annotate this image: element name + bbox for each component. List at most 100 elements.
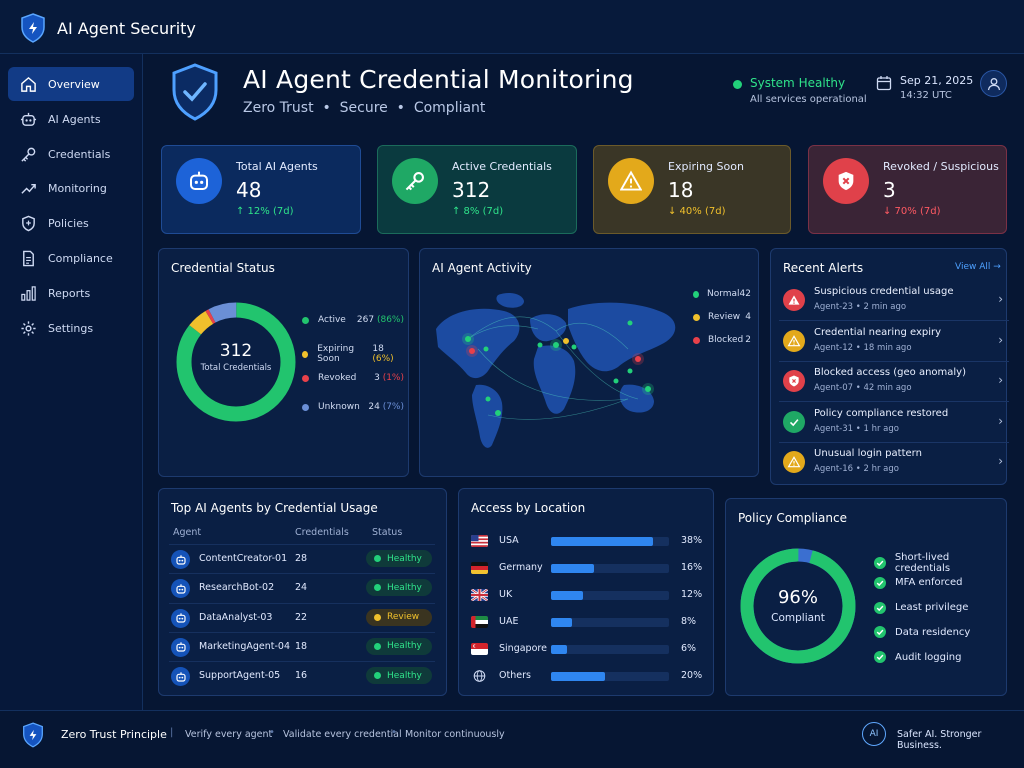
status-label: Review <box>387 612 420 623</box>
panel-title: Recent Alerts <box>783 261 864 275</box>
legend-item: Expiring Soon 18 (6%) <box>302 344 404 364</box>
legend-dot <box>302 403 309 411</box>
stat-card-active-credentials[interactable]: Active Credentials 312 ↑ 8% (7d) <box>377 145 577 234</box>
location-bar-fill <box>551 591 584 600</box>
status-badge: Healthy <box>366 579 432 597</box>
sidebar: Overview AI Agents Credentials Monitorin… <box>0 54 143 710</box>
alert-title: Suspicious credential usage <box>814 286 954 297</box>
alert-item[interactable]: Unusual login pattern Agent-16 • 2 hr ago… <box>779 443 1009 483</box>
sidebar-item-credentials[interactable]: Credentials <box>8 137 134 171</box>
stat-label: Expiring Soon <box>668 160 744 173</box>
stat-card-total-agents[interactable]: Total AI Agents 48 ↑ 12% (7d) <box>161 145 361 234</box>
panel-title: Top AI Agents by Credential Usage <box>171 501 378 515</box>
agent-name: DataAnalyst-03 <box>199 611 273 623</box>
compliance-value: 96% <box>777 587 818 608</box>
chevron-right-icon[interactable]: › <box>998 373 1003 387</box>
location-percent: 16% <box>681 562 703 573</box>
legend-dot <box>693 336 700 344</box>
agent-credential-count: 22 <box>295 611 308 623</box>
donut-center-label: Total Credentials <box>200 363 272 373</box>
sidebar-item-compliance[interactable]: Compliance <box>8 241 134 275</box>
table-row[interactable]: SupportAgent-05 16 Healthy <box>169 661 435 690</box>
shield-x-icon <box>823 158 869 204</box>
table-row[interactable]: DataAnalyst-03 22 Review <box>169 602 435 632</box>
legend-value: 267 (86%) <box>356 315 404 325</box>
table-row[interactable]: ResearchBot-02 24 Healthy <box>169 573 435 602</box>
footer-divider: | <box>170 727 174 738</box>
stat-delta: ↓ 70% (7d) <box>883 206 941 217</box>
shield-logo-icon <box>21 13 45 43</box>
footer-item: Verify every agent <box>185 729 273 740</box>
sidebar-item-label: Compliance <box>48 251 113 265</box>
sidebar-item-overview[interactable]: Overview <box>8 67 134 101</box>
footer <box>0 710 1024 768</box>
legend-label: Expiring Soon <box>317 344 355 364</box>
chevron-right-icon[interactable]: › <box>998 292 1003 306</box>
legend-count: 42 <box>739 289 751 299</box>
sidebar-item-settings[interactable]: Settings <box>8 311 134 345</box>
stat-delta: ↓ 40% (7d) <box>668 206 726 217</box>
location-bar-track <box>551 618 669 627</box>
stat-value: 3 <box>883 178 896 202</box>
policy-item-label: MFA enforced <box>895 577 963 589</box>
view-all-link[interactable]: View All → <box>955 262 1001 272</box>
legend-value: 18 (6%) <box>372 344 394 364</box>
activity-legend-item: Blocked 2 <box>693 335 751 345</box>
alert-item[interactable]: Suspicious credential usage Agent-23 • 2 … <box>779 281 1009 321</box>
germany-flag-icon <box>471 562 488 574</box>
user-avatar-button[interactable] <box>980 70 1007 97</box>
legend-dot <box>302 350 309 358</box>
footer-item: Validate every credential <box>283 729 402 740</box>
compliance-ring-fill <box>740 548 856 664</box>
stat-card-revoked-suspicious[interactable]: Revoked / Suspicious 3 ↓ 70% (7d) <box>808 145 1007 234</box>
check-circle-icon <box>874 651 886 664</box>
location-row: Germany 16% <box>471 559 703 579</box>
policy-item: Data residency <box>874 626 970 639</box>
location-row: USA 38% <box>471 532 703 552</box>
stat-value: 18 <box>668 178 694 202</box>
check-circle-icon <box>874 576 886 589</box>
credential-status-panel: Credential Status 312 Total Credentials … <box>158 248 409 477</box>
alert-item[interactable]: Policy compliance restored Agent-31 • 1 h… <box>779 403 1009 443</box>
legend-value: 24 (7%) <box>368 402 404 412</box>
robot-icon <box>171 550 190 569</box>
top-bar <box>0 0 1024 54</box>
table-row[interactable]: MarketingAgent-04 18 Healthy <box>169 631 435 661</box>
agent-credential-count: 24 <box>295 582 308 594</box>
panel-title: AI Agent Activity <box>432 261 532 275</box>
stat-card-expiring-soon[interactable]: Expiring Soon 18 ↓ 40% (7d) <box>593 145 791 234</box>
check-icon <box>783 410 805 433</box>
credential-donut-chart <box>176 302 296 422</box>
panel-title: Access by Location <box>471 501 586 515</box>
sidebar-item-policies[interactable]: Policies <box>8 206 134 240</box>
chevron-right-icon[interactable]: › <box>998 332 1003 347</box>
sidebar-item-monitoring[interactable]: Monitoring <box>8 171 134 205</box>
table-row[interactable]: ContentCreator-01 28 Healthy <box>169 544 435 573</box>
alert-item[interactable]: Credential nearing expiry Agent-12 • 18 m… <box>779 322 1009 362</box>
status-label: Healthy <box>387 582 422 593</box>
legend-label: Active <box>318 315 346 325</box>
location-name: Singapore <box>499 643 547 654</box>
chevron-right-icon[interactable]: › <box>998 454 1003 468</box>
legend-label: Normal <box>706 289 740 299</box>
alert-meta: Agent-23 • 2 min ago <box>814 302 907 312</box>
status-dot <box>733 80 742 89</box>
donut-slice-unknown <box>176 302 296 422</box>
current-time: 14:32 UTC <box>900 90 952 101</box>
stat-delta: ↑ 8% (7d) <box>452 206 504 217</box>
trend-icon <box>21 183 36 194</box>
location-bar-fill <box>551 564 594 573</box>
status-dot <box>374 642 381 650</box>
robot-icon <box>171 579 190 599</box>
robot-icon <box>171 608 190 628</box>
page-subtitle: Zero Trust • Secure • Compliant <box>243 100 486 116</box>
compliance-ring-chart <box>740 548 856 664</box>
key-icon <box>392 158 438 204</box>
status-label: Healthy <box>387 641 422 652</box>
chevron-right-icon[interactable]: › <box>998 413 1003 428</box>
alert-meta: Agent-07 • 42 min ago <box>814 383 912 393</box>
sidebar-item-ai-agents[interactable]: AI Agents <box>8 102 134 136</box>
alert-item[interactable]: Blocked access (geo anomaly) Agent-07 • 4… <box>779 362 1009 402</box>
sidebar-item-reports[interactable]: Reports <box>8 276 134 310</box>
activity-legend-item: Review 4 <box>693 312 751 322</box>
